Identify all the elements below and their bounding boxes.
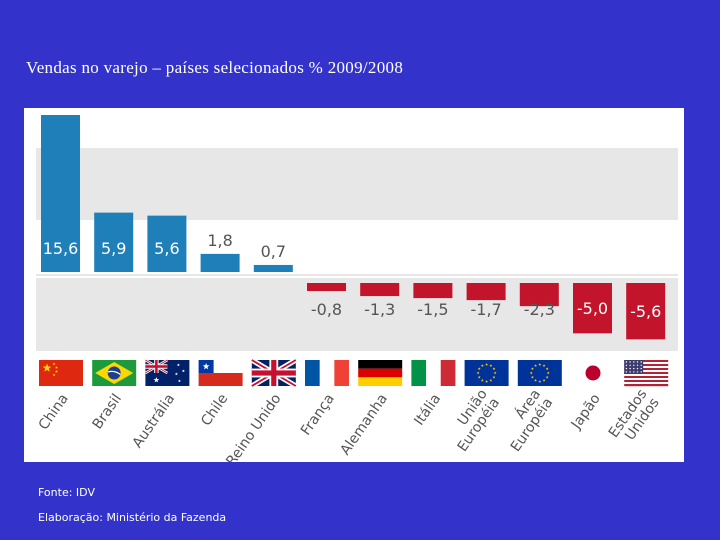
bar-japao — [573, 283, 612, 334]
category-label-brasil: Brasil — [89, 391, 124, 432]
bar-brasil — [94, 212, 134, 272]
value-label-chile: 1,8 — [207, 231, 232, 250]
elaboration-note: Elaboração: Ministério da Fazenda — [38, 511, 227, 524]
background-band-upper — [36, 148, 678, 220]
value-label-china: 15,6 — [43, 239, 79, 258]
value-label-reino-unido: 0,7 — [261, 242, 286, 261]
eu-flag-icon — [464, 360, 509, 386]
australia-flag-icon — [144, 358, 190, 386]
value-label-franca: -0,8 — [311, 300, 342, 319]
value-label-area-europeia: -2,3 — [524, 300, 555, 319]
bar-australia — [147, 215, 187, 272]
category-label-australia: Austrália — [130, 391, 179, 451]
bar-area-europeia — [519, 283, 559, 307]
value-label-uniao-europeia: -1,7 — [470, 300, 501, 319]
chile-flag-icon — [198, 360, 243, 386]
eu-flag-icon — [517, 360, 562, 386]
usa-flag-icon — [624, 360, 669, 387]
category-label-franca: França — [298, 391, 338, 438]
category-label-alemanha: Alemanha — [337, 391, 391, 458]
category-label-japao: Japão — [568, 391, 604, 433]
retail-sales-bar-chart: 15,6 5,9 5,6 1,8 0,7 -0,8 -1,3 -1,5 -1,7 -2,3 -5,0… — [36, 115, 678, 462]
bar-china — [41, 115, 80, 272]
bar-reino-unido — [253, 264, 293, 272]
bar-chile — [200, 253, 240, 272]
category-label-reino-unido: Reino Unido — [223, 391, 284, 462]
bar-uniao-europeia — [466, 283, 506, 301]
italy-flag-icon — [411, 360, 456, 386]
bar-italia — [413, 283, 453, 299]
china-flag-icon — [39, 360, 83, 386]
value-label-alemanha: -1,3 — [364, 300, 395, 319]
brazil-flag-icon — [92, 360, 137, 386]
bar-alemanha — [360, 283, 400, 297]
france-flag-icon — [305, 360, 349, 386]
source-note: Fonte: IDV — [38, 486, 95, 499]
category-label-chile: Chile — [198, 391, 231, 429]
bar-estados-unidos — [626, 283, 666, 340]
slide-title: Vendas no varejo – países selecionados %… — [26, 58, 404, 77]
category-label-china: China — [36, 391, 72, 433]
japan-flag-icon — [585, 365, 601, 381]
category-label-uniao-europeia: UniãoEuropéia — [442, 387, 503, 455]
chart-panel: 15,6 5,9 5,6 1,8 0,7 -0,8 -1,3 -1,5 -1,7 -2,3 -5,0… — [24, 108, 684, 462]
bar-franca — [307, 283, 346, 292]
value-label-brasil: 5,9 — [101, 239, 126, 258]
category-label-estados-unidos: EstadosUnidos — [606, 387, 663, 450]
category-label-italia: Itália — [411, 391, 444, 428]
uk-flag-icon — [250, 357, 298, 389]
value-label-australia: 5,6 — [154, 239, 179, 258]
value-label-japao: -5,0 — [577, 299, 608, 318]
value-label-estados-unidos: -5,6 — [630, 302, 661, 321]
category-label-area-europeia: ÁreaEuropéia — [495, 386, 557, 455]
background-band-lower — [36, 278, 678, 351]
value-label-italia: -1,5 — [417, 300, 448, 319]
germany-flag-icon — [358, 360, 403, 386]
